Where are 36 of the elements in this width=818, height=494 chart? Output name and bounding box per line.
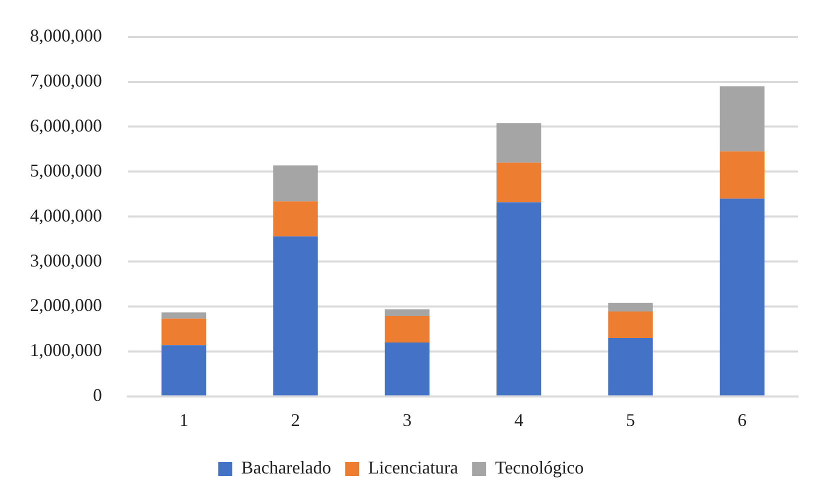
bar <box>384 342 430 396</box>
y-tick-label: 8,000,000 <box>30 26 102 46</box>
bar <box>608 338 653 396</box>
x-tick-label: 1 <box>179 410 188 430</box>
y-tick-label: 0 <box>93 385 102 406</box>
bar <box>162 318 206 346</box>
bar <box>273 236 318 396</box>
bar <box>496 202 542 396</box>
bar <box>608 311 653 338</box>
bar <box>162 312 206 319</box>
bar <box>608 302 653 312</box>
bar <box>720 151 764 199</box>
x-tick-label: 4 <box>514 410 524 430</box>
bar <box>496 162 542 202</box>
bar <box>162 345 206 396</box>
legend-label: Tecnológico <box>495 458 584 478</box>
y-tick-label: 5,000,000 <box>30 160 102 180</box>
y-tick-label: 4,000,000 <box>30 205 102 226</box>
bar <box>720 198 764 396</box>
legend-label: Bacharelado <box>241 458 332 478</box>
y-tick-label: 7,000,000 <box>30 70 102 90</box>
y-tick-label: 1,000,000 <box>30 340 102 360</box>
legend-label: Licenciatura <box>368 458 458 478</box>
y-tick-label: 3,000,000 <box>30 250 102 270</box>
y-tick-label: 2,000,000 <box>30 295 102 316</box>
bar <box>273 165 318 202</box>
bar <box>384 309 430 316</box>
x-tick-label: 2 <box>291 410 300 430</box>
bar <box>273 201 318 236</box>
x-tick-label: 5 <box>626 410 635 430</box>
bar <box>384 316 430 342</box>
bar <box>496 123 542 163</box>
x-tick-label: 6 <box>738 410 747 430</box>
bar <box>720 86 764 152</box>
y-tick-label: 6,000,000 <box>30 115 102 136</box>
x-tick-label: 3 <box>402 410 412 430</box>
